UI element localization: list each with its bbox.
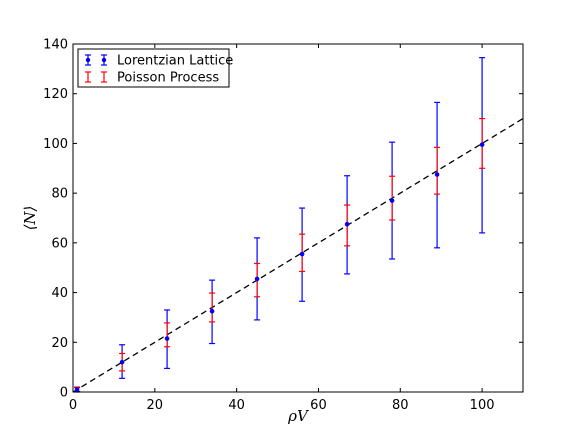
y-tick-label-4: 80 <box>51 187 68 202</box>
y-tick-label-1: 20 <box>51 336 68 351</box>
plot-frame <box>72 43 524 393</box>
poisson-process-errorbar-2 <box>164 322 171 348</box>
legend-label-lorentzian-lattice: Lorentzian Lattice <box>117 54 233 69</box>
legend: Lorentzian Lattice Poisson Process <box>77 48 233 88</box>
x-tick-label-0: 0 <box>69 398 77 413</box>
plot-background <box>73 44 523 392</box>
reference-line <box>72 118 524 393</box>
y-tick-label-5: 100 <box>43 137 68 152</box>
lorentzian-lattice-point-6 <box>344 221 350 227</box>
y-tick-label-7: 140 <box>43 38 68 53</box>
legend-swatch-poisson-process <box>85 71 107 83</box>
poisson-process-errorbar-8 <box>434 146 441 195</box>
x-tick-label-1: 20 <box>147 398 164 413</box>
x-axis-label: ρV <box>287 407 310 425</box>
lorentzian-lattice-point-1 <box>119 359 125 365</box>
lorentzian-lattice-point-9 <box>479 142 485 147</box>
data-marks <box>72 57 524 393</box>
y-tick-label-0: 0 <box>60 386 68 401</box>
poisson-process-errorbar-3 <box>209 292 216 323</box>
x-tick-label-2: 40 <box>228 398 245 413</box>
legend-swatch-lorentzian-lattice <box>85 54 107 66</box>
x-tick-label-5: 100 <box>470 398 495 413</box>
lorentzian-lattice-point-5 <box>299 251 305 257</box>
lorentzian-lattice-point-8 <box>434 172 440 177</box>
y-tick-label-2: 40 <box>51 286 68 301</box>
x-tick-label-3: 60 <box>310 398 327 413</box>
y-tick-label-3: 60 <box>51 236 68 251</box>
lorentzian-lattice-point-7 <box>389 198 395 203</box>
lorentzian-lattice-point-2 <box>164 336 170 341</box>
lorentzian-lattice-point-3 <box>209 308 215 314</box>
lorentzian-lattice-point-4 <box>254 276 260 282</box>
lorentzian-lattice-point-0 <box>74 387 80 392</box>
y-axis-label: ⟨N⟩ <box>21 206 39 231</box>
y-tick-label-6: 120 <box>43 87 68 102</box>
legend-label-poisson-process: Poisson Process <box>117 71 219 86</box>
poisson-process-errorbar-7 <box>389 175 396 221</box>
x-tick-label-4: 80 <box>392 398 409 413</box>
